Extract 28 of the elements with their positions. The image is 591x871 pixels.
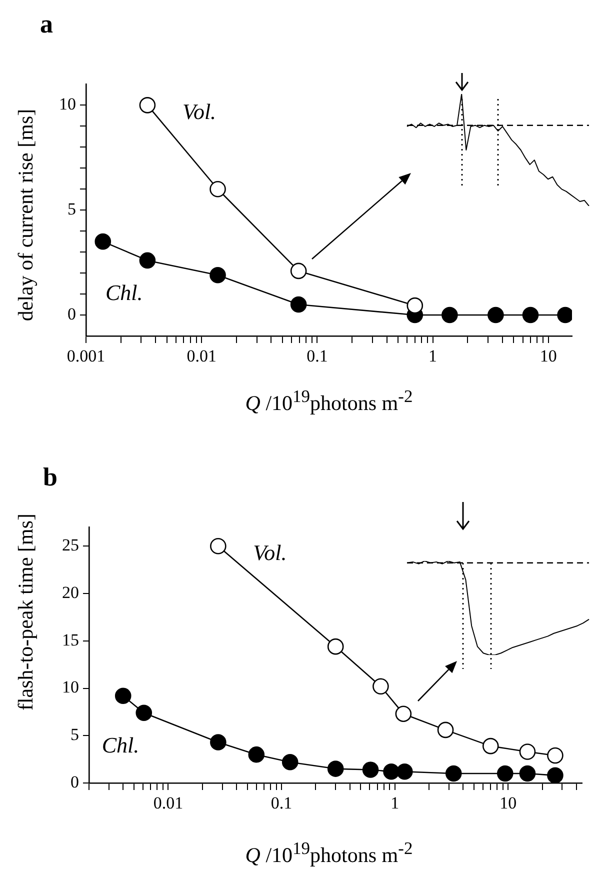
x-tick-label: 1 (390, 794, 400, 813)
x-tick-label: 0.001 (66, 346, 106, 366)
x-axis-title: Q /10$^{19}$photons m$^{-2}$ (245, 386, 413, 416)
y-tick-label: 0 (68, 304, 76, 324)
series-label: Chl. (102, 732, 140, 758)
y-tick-label: 15 (62, 630, 79, 650)
series-label: Vol. (253, 540, 287, 565)
x-tick-label: 0.01 (153, 794, 184, 813)
series-label: Chl. (105, 280, 143, 306)
y-tick-label: 20 (62, 582, 79, 602)
x-tick-label: 0.01 (186, 346, 216, 366)
y-tick-label: 10 (59, 94, 76, 114)
chart-title: a (40, 9, 53, 38)
y-tick-label: 0 (70, 772, 79, 792)
y-tick-label: 25 (62, 536, 79, 555)
x-tick-label: 1 (428, 346, 438, 366)
x-tick-label: 0.1 (270, 794, 292, 813)
x-tick-label: 10 (540, 346, 557, 366)
y-tick-label: 10 (62, 678, 79, 697)
x-tick-label: 0.1 (306, 346, 328, 366)
y-axis-title: flash-to-peak time [ms] (14, 513, 38, 711)
x-axis-title: Q /10$^{19}$photons m$^{-2}$ (245, 838, 413, 868)
x-tick-label: 10 (500, 794, 517, 813)
y-tick-label: 5 (68, 200, 76, 219)
series-label: Vol. (182, 98, 216, 124)
y-axis-title: delay of current rise [ms] (14, 108, 38, 322)
y-tick-label: 5 (70, 725, 79, 744)
chart-title: b (43, 462, 58, 492)
